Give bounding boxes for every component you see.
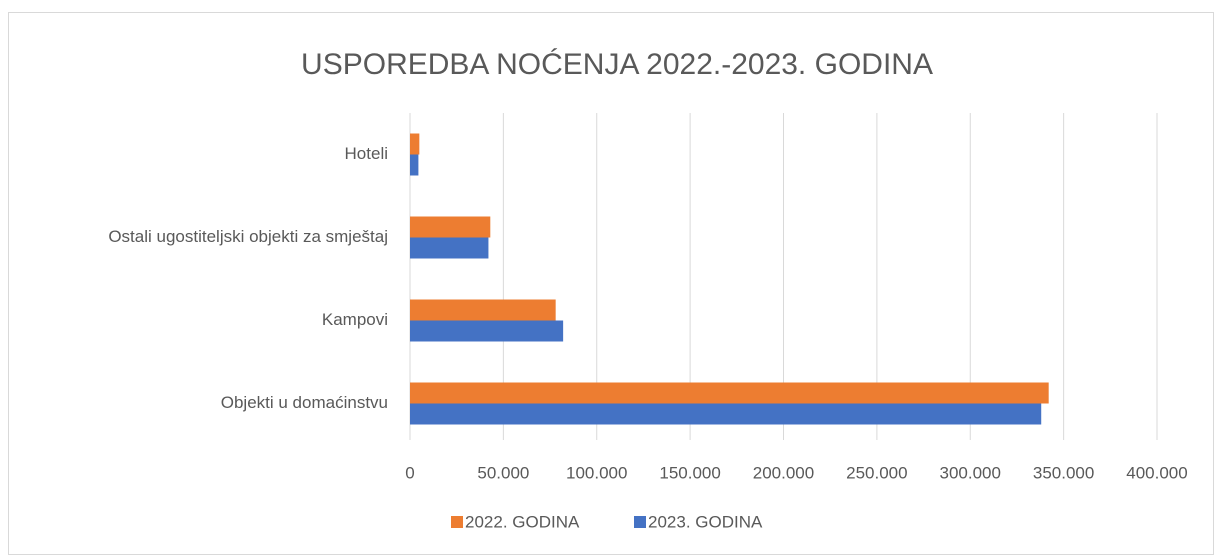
bar xyxy=(410,237,489,259)
x-tick-label: 400.000 xyxy=(1126,463,1187,482)
bar xyxy=(410,320,564,342)
x-tick-label: 0 xyxy=(405,463,414,482)
legend-label: 2023. GODINA xyxy=(648,512,763,531)
y-tick-label: Ostali ugostiteljski objekti za smještaj xyxy=(108,227,388,246)
bar xyxy=(410,216,491,238)
x-tick-label: 200.000 xyxy=(753,463,814,482)
y-tick-label: Kampovi xyxy=(322,310,388,329)
x-tick-label: 250.000 xyxy=(846,463,907,482)
bar xyxy=(410,403,1042,425)
bar xyxy=(410,299,556,321)
x-tick-label: 150.000 xyxy=(659,463,720,482)
bar xyxy=(410,154,419,176)
x-tick-label: 300.000 xyxy=(940,463,1001,482)
x-tick-label: 100.000 xyxy=(566,463,627,482)
chart-title: USPOREDBA NOĆENJA 2022.-2023. GODINA xyxy=(301,48,933,81)
legend-swatch xyxy=(451,516,463,528)
legend-swatch xyxy=(634,516,646,528)
x-tick-label: 50.000 xyxy=(477,463,529,482)
x-tick-label: 350.000 xyxy=(1033,463,1094,482)
legend-label: 2022. GODINA xyxy=(465,512,580,531)
y-tick-label: Objekti u domaćinstvu xyxy=(221,393,388,412)
chart-frame xyxy=(8,12,1214,555)
bar xyxy=(410,133,420,155)
y-tick-label: Hoteli xyxy=(345,144,388,163)
bar xyxy=(410,382,1049,404)
